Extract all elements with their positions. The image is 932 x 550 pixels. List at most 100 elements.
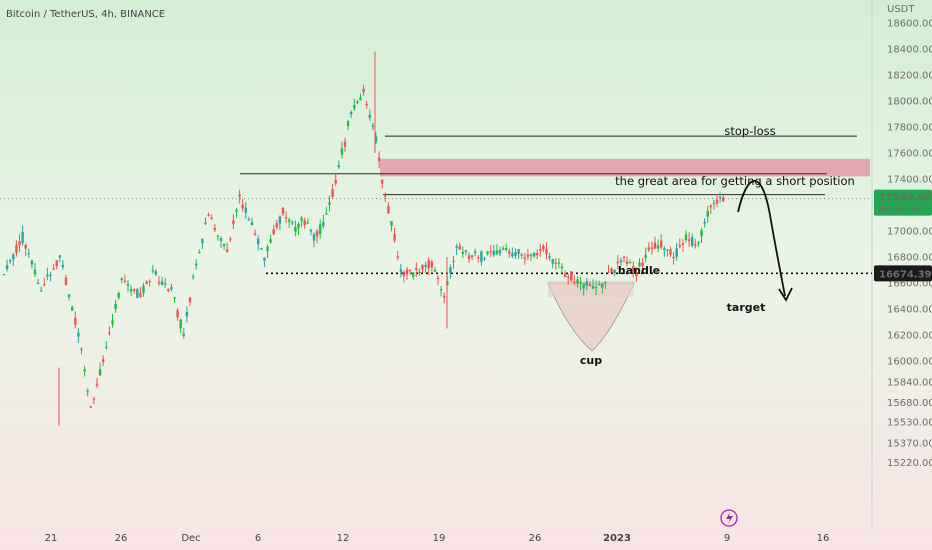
candle (362, 84, 365, 96)
candle-body (691, 237, 694, 246)
candle-body (15, 244, 18, 254)
candle (49, 271, 52, 282)
y-tick-label: 18600.00 (887, 19, 932, 30)
candle-body (58, 255, 61, 258)
candle (291, 220, 294, 226)
candle (244, 202, 247, 219)
candle-body (117, 292, 120, 298)
candle (638, 258, 641, 268)
candle-body (83, 369, 86, 372)
candle-body (474, 251, 477, 254)
candle (449, 264, 452, 279)
candle (722, 195, 725, 203)
candle (396, 251, 399, 261)
y-tick-label: 15370.00 (887, 438, 932, 449)
candle (703, 218, 706, 228)
x-tick-label: 21 (45, 533, 58, 544)
candle (594, 280, 598, 296)
y-tick-label: 16400.00 (887, 305, 932, 316)
candle (213, 224, 216, 233)
candle (151, 264, 154, 274)
candle-body (195, 263, 198, 266)
candle-body (455, 246, 458, 248)
candle-body (266, 246, 269, 252)
candle (554, 258, 557, 271)
candle (164, 278, 167, 288)
candle (356, 100, 359, 105)
candle-body (319, 224, 322, 235)
candle (204, 217, 207, 226)
candle (241, 198, 244, 212)
candle (36, 278, 40, 285)
candle-body (653, 242, 657, 249)
candle (669, 246, 672, 257)
candle-body (167, 288, 170, 291)
candle-body (458, 245, 461, 250)
candle-body (284, 217, 288, 219)
candle (297, 221, 300, 236)
candle-body (396, 256, 399, 258)
candle-body (687, 239, 691, 241)
x-tick-label: 6 (255, 533, 261, 544)
candle (133, 288, 136, 294)
candle-body (350, 111, 353, 115)
candle (40, 286, 43, 292)
candle (33, 262, 37, 277)
candle-body (697, 242, 700, 244)
candle-body (207, 214, 210, 216)
target-price-badge (874, 265, 932, 282)
candle (542, 243, 545, 253)
candle (492, 244, 495, 258)
candle-body (30, 260, 34, 265)
candle-body (229, 238, 232, 240)
candle-body (98, 369, 102, 376)
x-tick-label: 19 (433, 533, 446, 544)
candle (191, 274, 195, 280)
candle-body (21, 231, 24, 244)
y-tick-label: 15840.00 (887, 377, 932, 388)
candle-body (467, 255, 471, 259)
candle (226, 242, 229, 253)
candle-body (331, 189, 334, 197)
candle-body (139, 293, 142, 298)
candle (170, 283, 173, 292)
candle-body (136, 289, 139, 298)
candle-body (238, 194, 241, 197)
candle-body (340, 148, 344, 155)
candle (337, 160, 340, 170)
candle (343, 137, 347, 152)
candle-body (511, 253, 514, 257)
candle (424, 261, 427, 273)
candle-body (718, 196, 722, 199)
candle (359, 93, 362, 101)
candle (179, 318, 182, 334)
y-tick-label: 16800.00 (887, 253, 932, 264)
candle (371, 122, 375, 131)
candle (700, 227, 703, 243)
candle-body (582, 283, 585, 289)
candle-body (551, 258, 554, 264)
lightning-icon[interactable] (720, 509, 738, 527)
candle-body (501, 248, 505, 250)
candle (145, 280, 148, 285)
candle (2, 273, 6, 276)
candle-body (371, 125, 375, 127)
y-tick-label: 18000.00 (887, 97, 932, 108)
candle-body (486, 251, 489, 255)
candle-body (545, 248, 548, 255)
candle-body (325, 213, 328, 215)
candle (95, 377, 99, 389)
candle-body (222, 243, 226, 247)
candle-body (185, 311, 189, 317)
candle (390, 221, 393, 232)
candle-body (235, 209, 238, 212)
candle-body (613, 270, 616, 274)
x-tick-label: Dec (181, 533, 200, 544)
candle (526, 248, 530, 261)
candle-body (9, 260, 12, 262)
y-tick-label: 15220.00 (887, 458, 932, 469)
candle (294, 220, 297, 237)
candle (114, 299, 117, 313)
candle (52, 263, 55, 270)
